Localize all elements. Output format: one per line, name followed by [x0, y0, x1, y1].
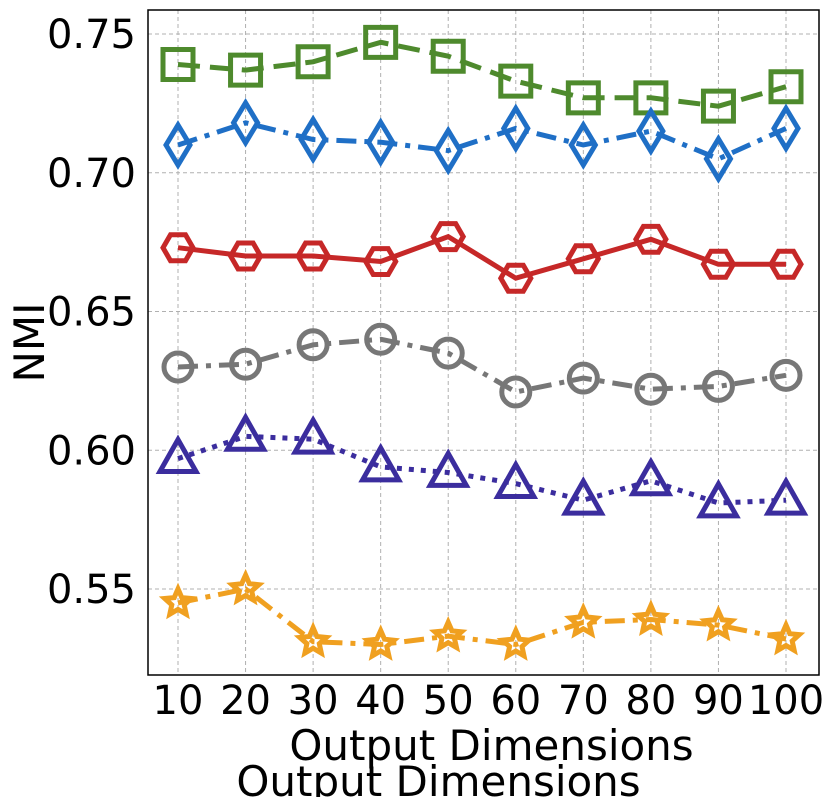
series-line-blue-diamonds [177, 120, 788, 162]
plot-frame [147, 9, 820, 676]
star-marker [361, 624, 400, 661]
square-marker [768, 69, 804, 105]
diamond-marker [365, 117, 396, 168]
hexagon-marker [430, 221, 467, 253]
star-marker [158, 582, 198, 620]
y-tick-label: 0.55 [47, 567, 136, 613]
x-tick-label: 30 [288, 678, 339, 724]
diamond-marker [298, 114, 329, 165]
star-marker [496, 624, 535, 661]
triangle-marker [155, 434, 201, 474]
x-tick-label: 70 [558, 678, 609, 724]
diamond-marker [433, 125, 464, 176]
triangle-marker [425, 448, 471, 488]
circle-marker [634, 372, 668, 406]
square-marker [295, 44, 331, 80]
diamond-marker [635, 106, 666, 156]
x-tick-label: 90 [693, 678, 744, 724]
series-orange-stars [158, 568, 806, 661]
circle-marker [701, 369, 735, 403]
series-group [155, 24, 809, 661]
hexagon-marker [362, 246, 399, 277]
hexagon-marker [227, 240, 264, 272]
star-marker [699, 604, 738, 642]
triangle-marker [560, 476, 606, 516]
hexagon-marker [700, 248, 737, 280]
grid [148, 10, 819, 675]
circle-marker [229, 347, 263, 381]
diamond-marker [568, 120, 599, 170]
series-red-hexagons [160, 221, 804, 294]
circle-marker [499, 375, 533, 409]
circle-marker [431, 336, 465, 370]
y-tick-label: 0.70 [47, 151, 136, 197]
y-axis-title: NMI [5, 302, 54, 382]
diamond-marker [771, 103, 801, 154]
triangle-marker [696, 478, 741, 519]
star-marker [293, 621, 333, 659]
triangle-marker [628, 456, 674, 497]
hexagon-marker [633, 223, 669, 255]
square-marker [160, 47, 196, 83]
y-tick-label: 0.65 [47, 290, 136, 336]
series-green-squares [160, 24, 804, 124]
diamond-marker [230, 97, 261, 148]
hexagon-marker [295, 240, 331, 272]
star-marker [766, 618, 806, 656]
y-tick-label: 0.60 [47, 428, 136, 474]
series-blue-diamonds [163, 97, 801, 184]
series-line-green-squares [177, 39, 787, 109]
tick-labels: 10 20 30 40 50 60 70 80 90 100 0.55 0.60 0.65 0.70 0.7… [47, 12, 824, 724]
diamond-marker [163, 120, 193, 170]
diamond-marker [703, 134, 734, 184]
y-tick-label: 0.75 [47, 12, 136, 58]
circle-marker [296, 328, 330, 362]
series-line-orange-stars [177, 586, 787, 648]
x-tick-label: 100 [748, 678, 824, 724]
x-axis-title-duplicate: Output Dimensions [236, 757, 640, 797]
square-marker [430, 38, 466, 74]
square-marker [363, 24, 399, 60]
hexagon-marker [497, 262, 534, 294]
square-marker [228, 52, 264, 88]
series-gray-circles [161, 322, 803, 409]
star-marker [429, 615, 468, 653]
star-marker [226, 568, 265, 606]
x-tick-label: 40 [355, 678, 406, 724]
star-marker [631, 599, 671, 636]
triangle-marker [223, 412, 268, 452]
x-tick-label: 20 [220, 678, 271, 724]
triangle-marker [290, 415, 336, 455]
square-marker [700, 88, 736, 124]
triangle-marker [763, 476, 809, 516]
hexagon-marker [768, 248, 804, 280]
series-line-purple-triangles [177, 433, 787, 506]
diamond-marker [500, 103, 531, 154]
series-line-gray-circles [177, 336, 787, 395]
x-tick-label: 50 [423, 678, 474, 724]
square-marker [565, 80, 601, 116]
hexagon-marker [565, 243, 602, 275]
x-tick-label: 10 [153, 678, 204, 724]
circle-marker [364, 322, 398, 356]
triangle-marker [493, 459, 539, 499]
circle-marker [161, 350, 195, 384]
x-tick-label: 60 [490, 678, 541, 724]
square-marker [498, 63, 534, 99]
circle-marker [769, 358, 803, 392]
x-tick-label: 80 [625, 678, 676, 724]
square-marker [633, 80, 669, 116]
circle-marker [566, 361, 600, 395]
star-marker [564, 602, 603, 639]
series-line-red-hexagons [177, 233, 786, 281]
x-axis-title: Output Dimensions [289, 721, 693, 770]
series-purple-triangles [155, 412, 809, 519]
hexagon-marker [160, 232, 196, 264]
triangle-marker [358, 442, 404, 483]
